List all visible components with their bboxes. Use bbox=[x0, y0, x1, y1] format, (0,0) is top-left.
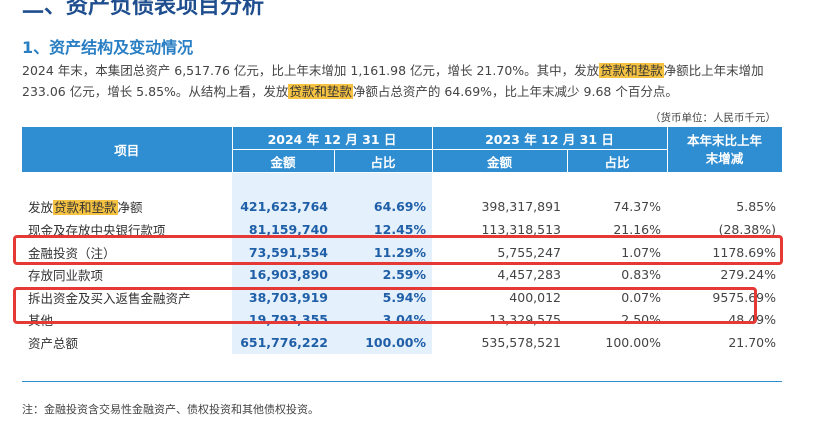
header-current-period: 2024 年 12 月 31 日 bbox=[232, 127, 433, 150]
paragraph-part-1: 2024 年末，本集团总资产 6,517.76 亿元，比上年末增加 1,161.… bbox=[22, 63, 600, 78]
header-prev-ratio: 占比 bbox=[567, 149, 668, 173]
cur-ratio-cell: 2.59% bbox=[334, 263, 432, 286]
highlight-term-1: 贷款和垫款 bbox=[599, 63, 664, 78]
row-label: 拆出资金及买入返售金融资产 bbox=[22, 286, 232, 309]
table-row: 发放贷款和垫款净额 421,623,764 64.69% 398,317,891 74.… bbox=[22, 195, 782, 219]
prev-amount-cell: 535,578,521 bbox=[481, 334, 561, 350]
header-previous-period: 2023 年 12 月 31 日 bbox=[432, 127, 668, 150]
paragraph-part-3: 净额占总资产的 64.69%，比上年末减少 9.68 个百分点。 bbox=[352, 84, 678, 99]
header-change: 本年末比上年末增减 bbox=[667, 127, 783, 173]
change-cell: 279.24% bbox=[720, 267, 776, 283]
header-prev-amount: 金额 bbox=[432, 149, 568, 173]
header-cur-ratio: 占比 bbox=[334, 149, 433, 173]
prev-ratio-cell: 74.37% bbox=[613, 199, 661, 215]
cur-amount-cell: 421,623,764 bbox=[232, 195, 334, 219]
row-label: 发放贷款和垫款净额 bbox=[22, 196, 232, 219]
row-label: 金融投资（注） bbox=[22, 241, 232, 264]
prev-ratio-cell: 100.00% bbox=[605, 334, 661, 350]
prev-amount-cell: 113,318,513 bbox=[481, 221, 561, 237]
change-cell: 9575.69% bbox=[712, 289, 776, 305]
sub-title: 1、资产结构及变动情况 bbox=[22, 38, 194, 57]
table-note: 注：金融投资含交易性金融资产、债权投资和其他债权投资。 bbox=[22, 403, 319, 416]
table-row: 存放同业款项 16,903,890 2.59% 4,457,283 0.83% 279.2… bbox=[22, 263, 782, 286]
row-label-suffix: 净额 bbox=[117, 200, 143, 216]
spacer-row bbox=[22, 172, 782, 196]
row-label: 存放同业款项 bbox=[22, 263, 232, 286]
prev-amount-cell: 4,457,283 bbox=[497, 267, 561, 283]
row-label: 其他 bbox=[22, 309, 232, 332]
cur-ratio-cell: 5.94% bbox=[334, 285, 432, 309]
prev-ratio-cell: 0.83% bbox=[621, 267, 661, 283]
table-row: 拆出资金及买入返售金融资产 38,703,919 5.94% 400,012 0.07%… bbox=[22, 285, 782, 309]
cur-ratio-cell: 100.00% bbox=[334, 331, 432, 354]
cur-ratio-cell: 64.69% bbox=[334, 195, 432, 219]
row-label-text: 资产总额 bbox=[28, 335, 79, 351]
header-item: 项目 bbox=[22, 127, 233, 173]
row-label: 资产总额 bbox=[22, 331, 232, 354]
change-cell: (28.38%) bbox=[718, 221, 776, 237]
asset-structure-table: 项目 2024 年 12 月 31 日 2023 年 12 月 31 日 本年末… bbox=[22, 127, 783, 354]
section-title: 二、资产负债表项目分析 bbox=[22, 0, 265, 19]
prev-ratio-cell: 1.07% bbox=[621, 244, 661, 260]
table-row: 金融投资（注） 73,591,554 11.29% 5,755,247 1.07% 117… bbox=[22, 240, 782, 264]
row-label-text: 现金及存放中央银行款项 bbox=[28, 222, 166, 238]
annotation-box-financial-investment bbox=[13, 235, 783, 265]
highlight-term-2: 贷款和垫款 bbox=[288, 84, 353, 99]
row-label-text: 存放同业款项 bbox=[28, 268, 104, 284]
change-cell: 5.85% bbox=[736, 199, 776, 215]
cur-amount-cell: 73,591,554 bbox=[232, 240, 334, 264]
prev-amount-cell: 400,012 bbox=[509, 289, 561, 305]
annotation-box-lending-funds bbox=[13, 287, 757, 324]
prev-amount-cell: 5,755,247 bbox=[497, 244, 561, 260]
row-label-text: 拆出资金及买入返售金融资产 bbox=[28, 290, 191, 306]
row-label-text: 金融投资（注） bbox=[28, 245, 116, 261]
cur-amount-cell: 651,776,222 bbox=[232, 331, 334, 354]
row-label-text: 其他 bbox=[28, 313, 54, 329]
cur-amount-cell: 38,703,919 bbox=[232, 285, 334, 309]
row-label-text: 发放 bbox=[28, 200, 54, 216]
currency-unit: （货币单位：人民币千元） bbox=[650, 112, 776, 124]
paragraph-part-2: 净额比上年末增加 233.06 亿元，增长 5.85%。从结构上看，发放 bbox=[22, 63, 764, 99]
prev-amount-cell: 398,317,891 bbox=[481, 199, 561, 215]
table-bottom-rule bbox=[22, 381, 782, 382]
prev-ratio-cell: 0.07% bbox=[621, 289, 661, 305]
summary-paragraph: 2024 年末，本集团总资产 6,517.76 亿元，比上年末增加 1,161.… bbox=[22, 60, 792, 102]
table-row: 资产总额 651,776,222 100.00% 535,578,521 100.00%… bbox=[22, 331, 782, 354]
cur-ratio-cell: 11.29% bbox=[334, 240, 432, 264]
row-label: 现金及存放中央银行款项 bbox=[22, 218, 232, 241]
row-label-highlight: 贷款和垫款 bbox=[53, 200, 118, 216]
header-cur-amount: 金额 bbox=[232, 149, 335, 173]
change-cell: 1178.69% bbox=[712, 244, 776, 260]
change-cell: 21.70% bbox=[728, 334, 776, 350]
cur-amount-cell: 16,903,890 bbox=[232, 263, 334, 286]
prev-ratio-cell: 21.16% bbox=[613, 221, 661, 237]
